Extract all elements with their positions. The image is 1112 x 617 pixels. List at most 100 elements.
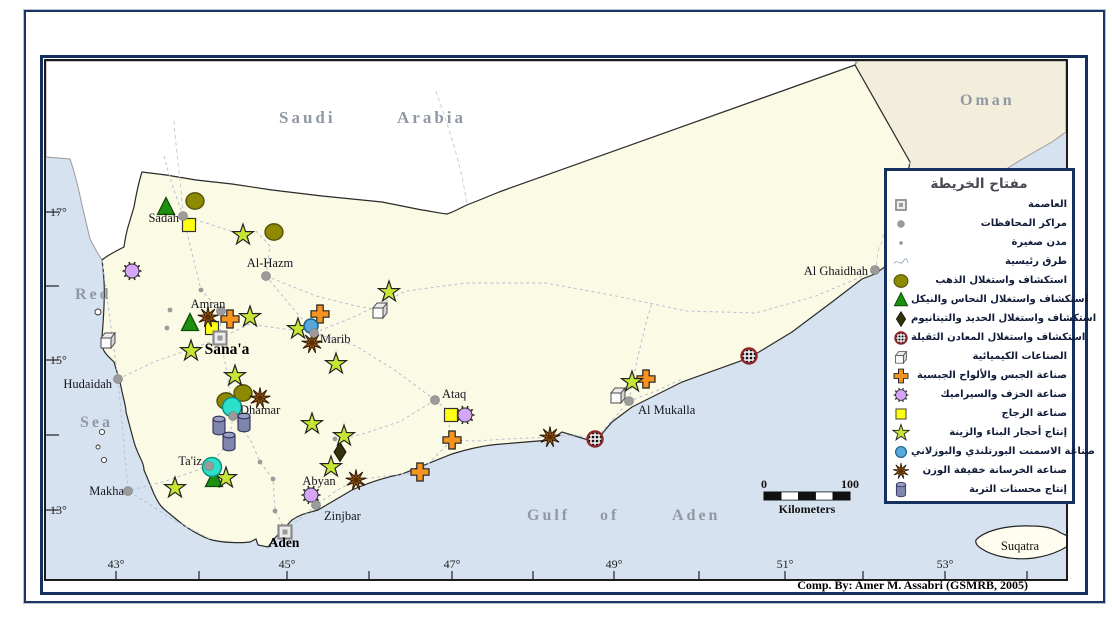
marker-gov [309,328,319,338]
red-sea-islands [94,308,108,464]
region-label: Sea [80,414,113,431]
gold-icon [891,271,911,291]
cement-icon [891,442,911,462]
legend-item-stone: إنتاج أحجار البناء والزينة [891,423,1067,443]
longitude-label: 47° [444,557,461,571]
city-label: Ataq [442,387,467,401]
legend-item-label: مراكز المحافظات [980,218,1067,229]
marker-gold [185,192,205,210]
city-label: Sana'a [205,341,250,358]
city-label: Dhamar [240,403,281,417]
wadi-lines [173,90,911,271]
island-label: Suqatra [1001,539,1040,553]
marker-gov [311,500,321,510]
marker-heavy [894,331,908,345]
town-icon [891,233,911,253]
region-label: Saudi [279,108,336,127]
legend-item-gov: مراكز المحافظات [891,215,1067,233]
scalebar: 0 100 Kilometers [761,477,859,516]
marker-gypsum [310,304,330,324]
legend-item-town: مدن صغيرة [891,234,1067,252]
legend-item-concrete: صناعة الخرسانة خفيفة الوزن [891,462,1067,480]
city-label: Al Mukalla [638,403,696,417]
marker-town [332,436,338,442]
marker-concrete [197,306,219,328]
region-label: Gulf [527,507,570,524]
marker-stone [222,363,248,387]
gypsum-icon [891,366,911,386]
marker-gov [870,265,880,275]
marker-capital [212,330,228,346]
marker-capital [895,199,907,211]
iron-icon [891,309,911,329]
marker-stone [323,351,349,375]
marker-stone [237,304,263,328]
legend-item-label: إنتاج أحجار البناء والزينة [949,427,1067,438]
marker-chem [894,350,908,365]
longitude-label: 49° [606,557,623,571]
legend-item-label: إنتاج محسنات التربة [969,484,1067,495]
marker-town [164,325,170,331]
legend-item-label: استكشاف واستغلال الذهب [935,275,1067,286]
legend-item-chem: الصناعات الكيميائية [891,348,1067,366]
longitude-label: 43° [108,557,125,571]
legend-item-label: العاصمة [1027,199,1067,210]
marker-stone [178,338,204,362]
svg-text:100: 100 [841,477,859,491]
legend-item-label: مدن صغيرة [1011,237,1068,248]
marker-stone [331,423,357,447]
legend-item-label: استكشاف واستغلال النحاس والنيكل [911,294,1088,305]
marker-chem [371,301,389,320]
marker-chem [609,386,627,405]
legend-item-iron: استكشاف واستغلال الحديد والتيتانيوم [891,309,1096,329]
marker-glass [443,407,459,423]
legend-title: مفتاح الخريطة [930,176,1028,192]
marker-stone [619,369,645,393]
marker-gypsum [636,369,656,389]
graticule-ticks-layer: 17° 15° 13° 43° 45° 47° 49° 51° 53° [46,205,1028,579]
longitude-label: 45° [279,557,296,571]
legend-items: العاصمة مراكز المحافظات مدن صغيرة طرق رئيسي… [891,196,1096,499]
legend-item-glass: صناعة الزجاج [891,405,1067,423]
marker-soil [222,431,236,452]
city-label: Al Ghaidhah [804,264,869,278]
marker-gov [228,411,238,421]
marker-concrete [345,469,367,491]
marker-heavy [586,430,604,448]
marker-stone [318,454,344,478]
marker-copper [156,196,176,216]
marker-gov [897,220,905,228]
marker-heavy [740,347,758,365]
legend-item-label: صناعة الاسمنت البورتلندي والبوزلاني [911,446,1095,457]
marker-gov [113,374,123,384]
marker-gold [264,223,284,241]
city-label: Abyan [302,474,336,488]
marker-capital [277,524,293,540]
marker-iron [895,310,907,328]
city-label: Amran [191,297,226,311]
city-label: Aden [269,535,300,550]
marker-stone [162,475,188,499]
city-label: Ta'iz [178,454,202,468]
marker-concrete [249,387,271,409]
legend-item-soil: إنتاج محسنات التربة [891,481,1067,499]
marker-concrete [539,426,561,448]
latitude-label: 15° [50,353,67,367]
marker-gov [123,486,133,496]
marker-copper [180,312,200,332]
legend-item-ceramic: صناعة الخزف والسيراميك [891,386,1067,404]
marker-glass [181,217,197,233]
longitude-label: 53° [937,557,954,571]
region-label: Aden [672,507,720,524]
marker-cement [895,446,907,458]
stone-icon [891,423,911,443]
marker-gov [178,211,188,221]
legend-item-label: طرق رئيسية [1005,256,1067,267]
marker-town [198,287,204,293]
marker-concrete [892,462,910,479]
marker-gold [233,384,253,402]
marker-gypsum [410,462,430,482]
marker-soil [237,412,251,433]
marker-stone [376,279,402,303]
